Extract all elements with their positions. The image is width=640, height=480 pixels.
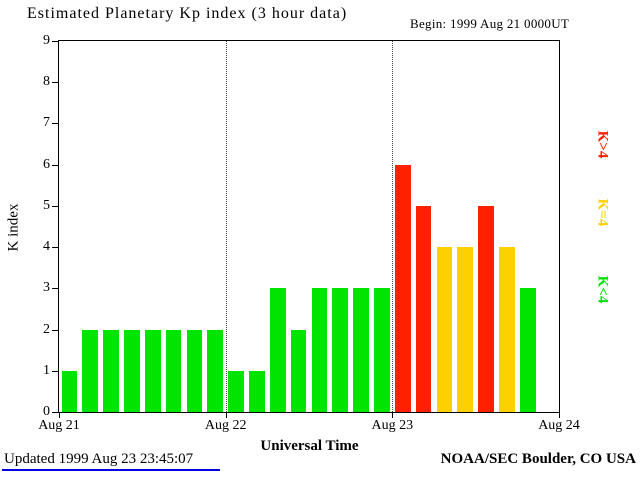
- kp-bar: [207, 329, 224, 412]
- kp-bar: [374, 288, 390, 412]
- chart-title: Estimated Planetary Kp index (3 hour dat…: [27, 5, 348, 22]
- legend-k-equal-4: K=4: [594, 198, 611, 227]
- updated-timestamp: Updated 1999 Aug 23 23:45:07: [4, 451, 194, 467]
- y-tick-label: 5: [43, 197, 50, 213]
- y-tick-mark: [52, 123, 58, 125]
- x-tick-label: Aug 24: [538, 418, 580, 433]
- y-tick-mark: [52, 164, 58, 166]
- begin-timestamp-label: Begin: 1999 Aug 21 0000UT: [410, 16, 570, 31]
- y-tick-label: 2: [43, 321, 50, 337]
- kp-bar: [332, 288, 349, 412]
- x-axis-label: Universal Time: [260, 438, 359, 454]
- y-tick-mark: [52, 82, 58, 84]
- kp-bar: [353, 288, 369, 412]
- kp-bar: [394, 164, 411, 412]
- kp-bar: [186, 329, 203, 412]
- y-tick-mark: [52, 412, 58, 413]
- y-tick-label: 6: [43, 156, 50, 172]
- x-tick-mark: [559, 413, 560, 418]
- y-tick-label: 4: [43, 239, 50, 255]
- kp-bar: [457, 247, 474, 412]
- y-axis-label: K index: [5, 203, 22, 252]
- kp-bar: [478, 205, 494, 412]
- y-tick-mark: [52, 288, 58, 290]
- y-tick-mark: [52, 41, 58, 42]
- x-tick-label: Aug 23: [371, 418, 414, 433]
- x-tick-mark: [225, 413, 227, 418]
- legend-k-above-4: K>4: [594, 130, 611, 159]
- y-tick-label: 7: [43, 115, 50, 131]
- updated-underline: [2, 469, 220, 471]
- kp-bar: [61, 370, 78, 412]
- y-tick-label: 1: [43, 362, 50, 378]
- x-tick-mark: [392, 413, 394, 418]
- kp-bar: [165, 329, 182, 412]
- plot-area: [58, 40, 560, 413]
- y-tick-label: 8: [43, 74, 50, 90]
- kp-bar: [519, 288, 536, 412]
- y-tick-label: 9: [43, 33, 50, 48]
- credit-label: NOAA/SEC Boulder, CO USA: [440, 451, 636, 467]
- kp-bar: [290, 329, 307, 412]
- x-tick-mark: [59, 413, 60, 418]
- y-tick-mark: [52, 247, 58, 249]
- x-tick-label: Aug 21: [38, 418, 80, 433]
- day-boundary-gridline: [225, 41, 227, 412]
- kp-bar: [103, 329, 119, 412]
- y-tick-label: 3: [43, 280, 50, 296]
- kp-bar: [415, 205, 432, 412]
- kp-bar: [82, 329, 99, 412]
- kp-bar: [311, 288, 328, 412]
- legend-k-below-4: K<4: [594, 275, 611, 304]
- y-tick-mark: [52, 370, 58, 372]
- kp-bar: [499, 247, 515, 412]
- kp-bar: [436, 247, 453, 412]
- day-boundary-gridline: [392, 41, 394, 412]
- kp-bar: [228, 370, 244, 412]
- x-tick-label: Aug 22: [204, 418, 247, 433]
- y-tick-label: 0: [43, 404, 50, 419]
- kp-bar: [249, 370, 265, 412]
- y-tick-mark: [52, 329, 58, 331]
- kp-bar: [124, 329, 140, 412]
- kp-bar: [269, 288, 286, 412]
- y-tick-mark: [52, 205, 58, 207]
- kp-bar: [144, 329, 161, 412]
